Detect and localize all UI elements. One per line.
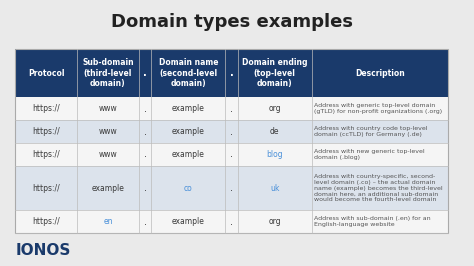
Text: Address with sub-domain (.en) for an
English-language website: Address with sub-domain (.en) for an Eng…	[314, 216, 431, 227]
Text: https://: https://	[32, 150, 60, 159]
Text: de: de	[270, 127, 280, 136]
Text: www: www	[99, 104, 117, 113]
FancyBboxPatch shape	[15, 166, 448, 210]
FancyBboxPatch shape	[15, 210, 448, 233]
Text: .: .	[230, 127, 233, 137]
Text: example: example	[172, 104, 205, 113]
Text: www: www	[99, 127, 117, 136]
FancyBboxPatch shape	[15, 143, 448, 166]
FancyBboxPatch shape	[15, 49, 448, 97]
Text: .: .	[144, 127, 146, 137]
Text: example: example	[172, 217, 205, 226]
Text: Sub-domain
(third-level
domain): Sub-domain (third-level domain)	[82, 58, 134, 88]
Text: https://: https://	[32, 127, 60, 136]
Text: .: .	[143, 68, 147, 78]
Text: org: org	[268, 217, 281, 226]
Text: example: example	[91, 184, 124, 193]
Text: .: .	[230, 149, 233, 160]
Text: Address with country-specific, second-
level domain (.co) – the actual domain
na: Address with country-specific, second- l…	[314, 174, 443, 202]
Text: Protocol: Protocol	[28, 69, 64, 78]
Text: Description: Description	[355, 69, 405, 78]
FancyBboxPatch shape	[15, 120, 448, 143]
Text: example: example	[172, 127, 205, 136]
Text: org: org	[268, 104, 281, 113]
Text: .: .	[144, 183, 146, 193]
Text: .: .	[144, 217, 146, 227]
Text: .: .	[230, 183, 233, 193]
Text: .: .	[230, 217, 233, 227]
Text: .: .	[144, 104, 146, 114]
Text: https://: https://	[32, 104, 60, 113]
Text: Domain ending
(top-level
domain): Domain ending (top-level domain)	[242, 58, 308, 88]
Text: .: .	[230, 104, 233, 114]
Text: uk: uk	[270, 184, 280, 193]
Text: Address with generic top-level domain
(gTLD) for non-profit organizations (.org): Address with generic top-level domain (g…	[314, 103, 442, 114]
Text: https://: https://	[32, 184, 60, 193]
Text: https://: https://	[32, 217, 60, 226]
Text: .: .	[230, 68, 233, 78]
Text: en: en	[103, 217, 113, 226]
Text: example: example	[172, 150, 205, 159]
Text: www: www	[99, 150, 117, 159]
FancyBboxPatch shape	[15, 97, 448, 120]
Text: IONOS: IONOS	[15, 243, 71, 258]
Text: .: .	[144, 149, 146, 160]
Text: Domain types examples: Domain types examples	[110, 13, 353, 31]
Text: co: co	[184, 184, 192, 193]
Text: Domain name
(second-level
domain): Domain name (second-level domain)	[158, 58, 218, 88]
Text: Address with country code top-level
domain (ccTLD) for Germany (.de): Address with country code top-level doma…	[314, 126, 428, 137]
Text: blog: blog	[266, 150, 283, 159]
Text: Address with new generic top-level
domain (.blog): Address with new generic top-level domai…	[314, 149, 425, 160]
